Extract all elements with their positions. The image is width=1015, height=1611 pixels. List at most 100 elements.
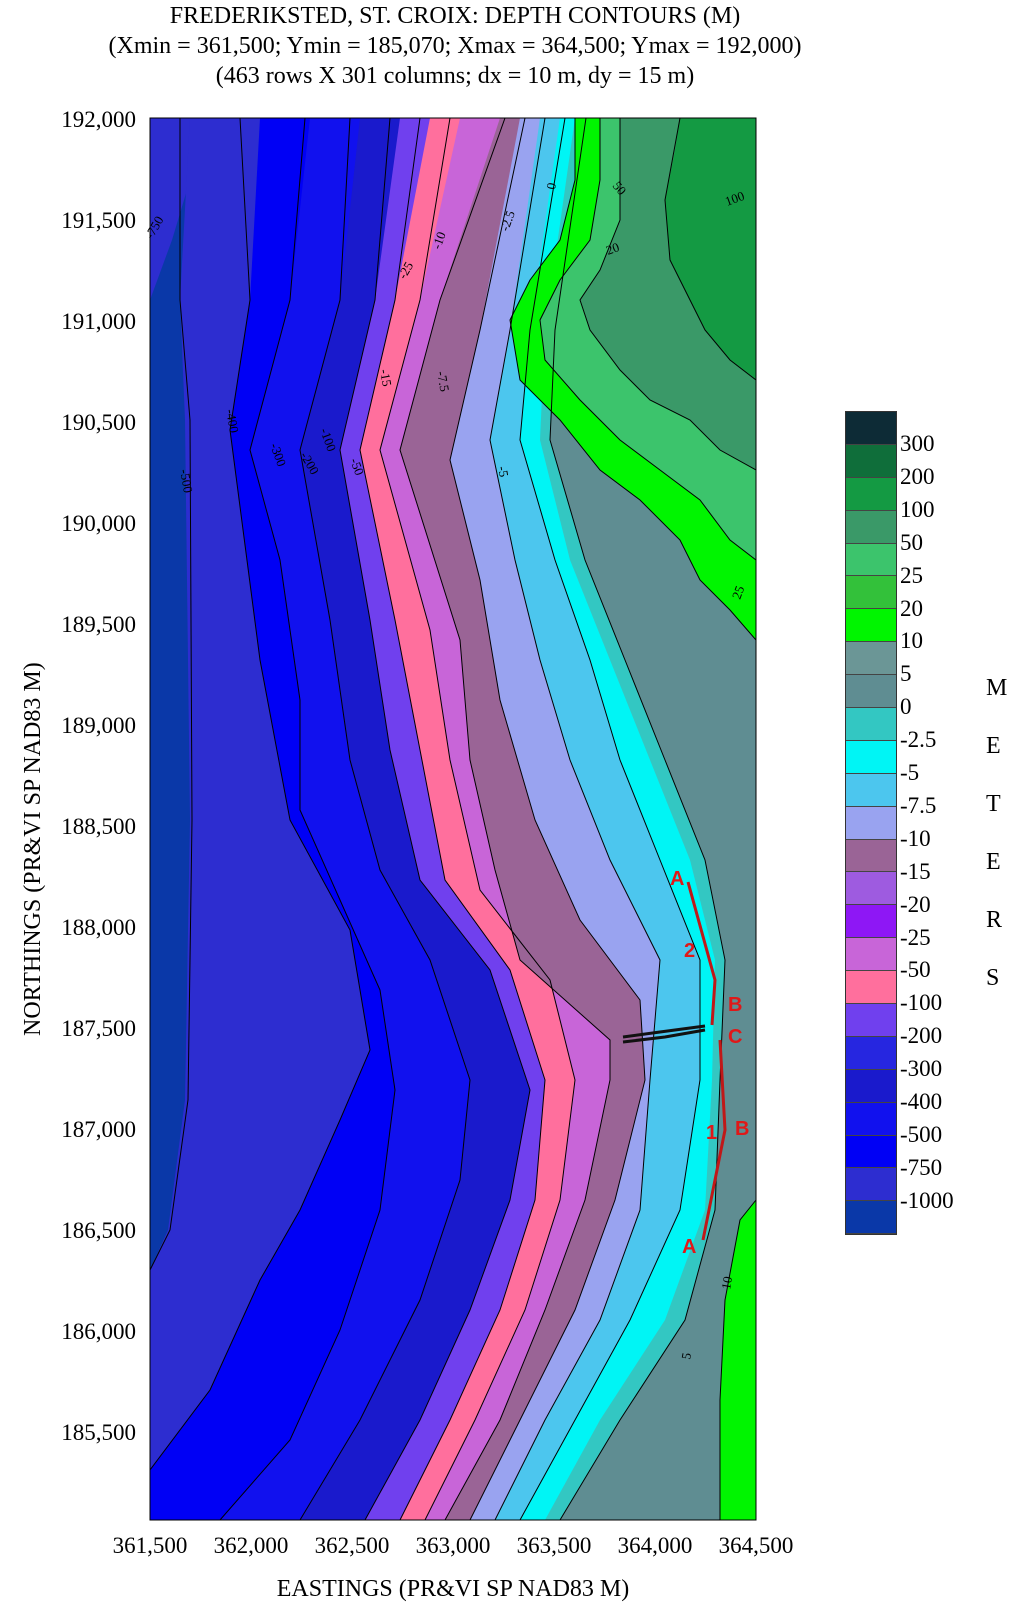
legend-swatch xyxy=(846,1102,896,1136)
contour-label: 10 xyxy=(718,1275,735,1290)
map-bands xyxy=(150,118,756,1520)
y-tick-label: 191,000 xyxy=(61,309,136,334)
legend-swatch xyxy=(846,477,896,511)
y-tick-label: 190,500 xyxy=(61,410,136,435)
contour-line xyxy=(150,118,193,1271)
legend-label: -300 xyxy=(900,1056,943,1082)
contour-line xyxy=(539,118,756,561)
unit-letter: S xyxy=(986,965,1000,991)
legend-label: -10 xyxy=(900,825,931,851)
contour-label: 5 xyxy=(678,1352,694,1361)
legend-label: -50 xyxy=(900,957,931,983)
contour-label: -400 xyxy=(223,408,242,434)
y-tick-label: 190,000 xyxy=(61,511,136,536)
y-tick-label: 187,500 xyxy=(61,1016,136,1041)
contour-line xyxy=(359,118,546,1520)
legend-swatch xyxy=(846,1036,896,1070)
legend-swatch xyxy=(846,971,896,1005)
y-tick-label: 188,000 xyxy=(61,915,136,940)
y-tick-label: 191,500 xyxy=(61,208,136,233)
legend-label: 0 xyxy=(900,694,912,720)
legend-swatch xyxy=(846,839,896,873)
x-tick-label: 363,500 xyxy=(516,1533,592,1558)
legend-swatch xyxy=(846,444,896,478)
legend-swatch xyxy=(846,1168,896,1202)
legend-label: -500 xyxy=(900,1121,943,1147)
x-axis-label: EASTINGS (PR&VI SP NAD83 M) xyxy=(276,1576,630,1602)
legend-label: -400 xyxy=(900,1089,943,1114)
legend-label: 5 xyxy=(900,661,912,687)
contour-label: 25 xyxy=(729,584,748,601)
unit-letter: T xyxy=(986,791,1001,817)
profile-label-1: 1 xyxy=(706,1122,718,1144)
x-tick-label: 363,000 xyxy=(415,1533,491,1558)
map-title-line2: (Xmin = 361,500; Ymin = 185,070; Xmax = … xyxy=(108,33,802,59)
legend-swatch xyxy=(846,1004,896,1037)
unit-letter: R xyxy=(986,907,1003,933)
contour-line xyxy=(519,118,701,1520)
contour-line xyxy=(379,118,576,1520)
contour-line xyxy=(399,118,611,1520)
x-tick-label: 362,000 xyxy=(213,1533,289,1558)
legend-swatch xyxy=(846,576,896,610)
legend-swatch xyxy=(846,872,896,906)
profile-label-B-north: B xyxy=(728,994,743,1016)
contour-label: 0 xyxy=(543,182,559,191)
legend-swatch xyxy=(846,412,896,445)
contour-label: -50 xyxy=(347,456,367,477)
legend-swatch xyxy=(846,708,896,741)
contour-line xyxy=(339,118,531,1520)
legend-swatch xyxy=(846,675,896,709)
legend-label: 25 xyxy=(900,562,923,588)
profile-label-A-south: A xyxy=(682,1236,697,1258)
legend-label: 300 xyxy=(900,431,935,456)
y-tick-label: 186,000 xyxy=(61,1319,136,1344)
x-tick-label: 362,500 xyxy=(314,1533,390,1558)
contour-label: 20 xyxy=(604,239,621,258)
contour-line xyxy=(489,118,661,1520)
legend-swatch xyxy=(846,740,896,774)
x-tick-label: 364,500 xyxy=(718,1533,794,1558)
y-tick-label: 189,500 xyxy=(61,612,136,637)
legend-label: -1000 xyxy=(900,1187,954,1213)
band-750 xyxy=(150,118,195,300)
contour-line xyxy=(299,118,471,1520)
legend-label: -200 xyxy=(900,1023,943,1049)
unit-letter: E xyxy=(986,733,1001,759)
legend-swatch xyxy=(846,543,896,577)
plot-frame xyxy=(149,117,757,1521)
contour-lines xyxy=(150,118,756,1520)
contour-line xyxy=(719,1199,756,1520)
legend-label: -7.5 xyxy=(900,792,937,818)
contour-line xyxy=(549,118,726,1520)
contour-label: -5 xyxy=(495,465,512,478)
legend-swatch xyxy=(846,938,896,972)
profile-label-A-north: A xyxy=(670,868,685,890)
legend-swatch xyxy=(846,1201,896,1235)
unit-letter: E xyxy=(986,849,1001,875)
profile-lines xyxy=(686,881,727,1241)
x-tick-label: 361,500 xyxy=(112,1533,188,1558)
y-tick-label: 192,000 xyxy=(61,107,136,132)
legend-label: 20 xyxy=(900,595,923,621)
contour-label: -10 xyxy=(429,230,449,251)
legend-label: -100 xyxy=(900,990,943,1016)
legend-label: -20 xyxy=(900,891,931,917)
legend-label: -2.5 xyxy=(900,727,937,753)
contour-line xyxy=(579,118,756,471)
legend-swatch xyxy=(846,609,896,643)
contour-line xyxy=(509,118,756,641)
profile-label-B-south: B xyxy=(735,1118,750,1140)
pier-structure xyxy=(622,1024,706,1044)
band-100m xyxy=(665,118,756,380)
legend-label: -25 xyxy=(900,924,931,950)
contour-line xyxy=(150,118,371,1471)
pier-line xyxy=(622,1028,706,1044)
contour-label: -2.5 xyxy=(497,209,518,233)
contour-label: -500 xyxy=(177,468,196,494)
legend-swatch xyxy=(846,806,896,840)
pier-line xyxy=(622,1024,706,1039)
y-tick-label: 188,500 xyxy=(61,814,136,839)
legend-label: -5 xyxy=(900,760,920,785)
legend-label: 100 xyxy=(900,496,935,522)
